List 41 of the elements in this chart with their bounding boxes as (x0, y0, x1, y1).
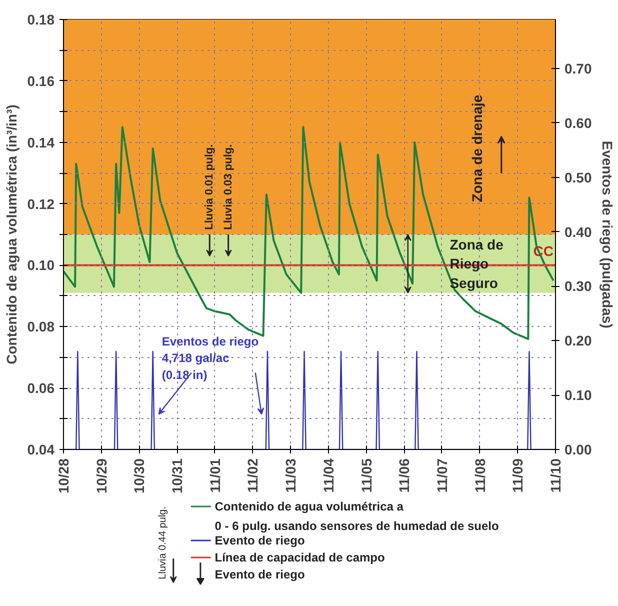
y2-tick-label: 0.70 (564, 60, 592, 76)
x-tick-label: 11/08 (472, 458, 488, 493)
x-tick-label: 11/06 (396, 458, 412, 493)
legend-label: Evento de riego (214, 534, 305, 548)
x-tick-label: 11/03 (282, 458, 299, 493)
x-tick-label: 11/07 (434, 458, 450, 493)
x-tick-label: 10/30 (131, 458, 148, 494)
band-label: Zona de drenaje (468, 94, 485, 202)
x-tick-label: 11/04 (320, 458, 336, 493)
x-tick-label: 11/05 (358, 458, 374, 493)
x-tick-label: 11/01 (206, 458, 223, 493)
y2-axis-title: Eventos de riego (pulgadas) (600, 140, 616, 328)
y-tick-label: 0.14 (27, 134, 55, 150)
y-tick-label: 0.08 (27, 318, 55, 335)
y-tick-label: 0.10 (27, 257, 55, 274)
x-tick-label: 11/09 (510, 458, 526, 493)
text: Evento de riego (214, 568, 305, 582)
x-tick-label: 10/29 (93, 458, 110, 494)
y2-tick-label: 0.60 (564, 114, 592, 131)
legend-label: Línea de capacidad de campo (214, 550, 385, 564)
y-tick-label: 0.04 (27, 442, 55, 458)
text: Lluvia 0.44 pulg. (158, 506, 169, 580)
y2-tick-label: 0.00 (564, 442, 592, 458)
y2-tick-label: 0.30 (564, 278, 592, 294)
annotation: Lluvia 0.03 pulg. (222, 144, 234, 230)
y2-tick-label: 0.40 (564, 224, 592, 240)
x-tick-label: 10/28 (56, 458, 72, 494)
y-tick-label: 0.06 (27, 380, 55, 396)
y-tick-label: 0.18 (27, 12, 55, 28)
x-tick-label: 10/31 (169, 458, 186, 494)
y-tick-label: 0.16 (27, 72, 55, 89)
y-axis-title: Contenido de agua volumétrica (in³/in³) (3, 104, 20, 364)
y2-tick-label: 0.50 (564, 169, 592, 186)
x-tick-label: 11/10 (548, 458, 564, 493)
y2-tick-label: 0.20 (564, 332, 592, 349)
annotation: Lluvia 0.01 pulg. (204, 144, 216, 230)
x-tick-label: 11/02 (244, 458, 261, 493)
y-tick-label: 0.12 (27, 196, 55, 212)
legend-label: Contenido de agua volumétrica a 0 - 6 pulg. usando sensores de humedad de suelo (214, 500, 499, 534)
annotation: Eventos de riego 4,718 gal/ac (0.18 in) (162, 334, 259, 382)
y2-tick-label: 0.10 (564, 387, 592, 404)
